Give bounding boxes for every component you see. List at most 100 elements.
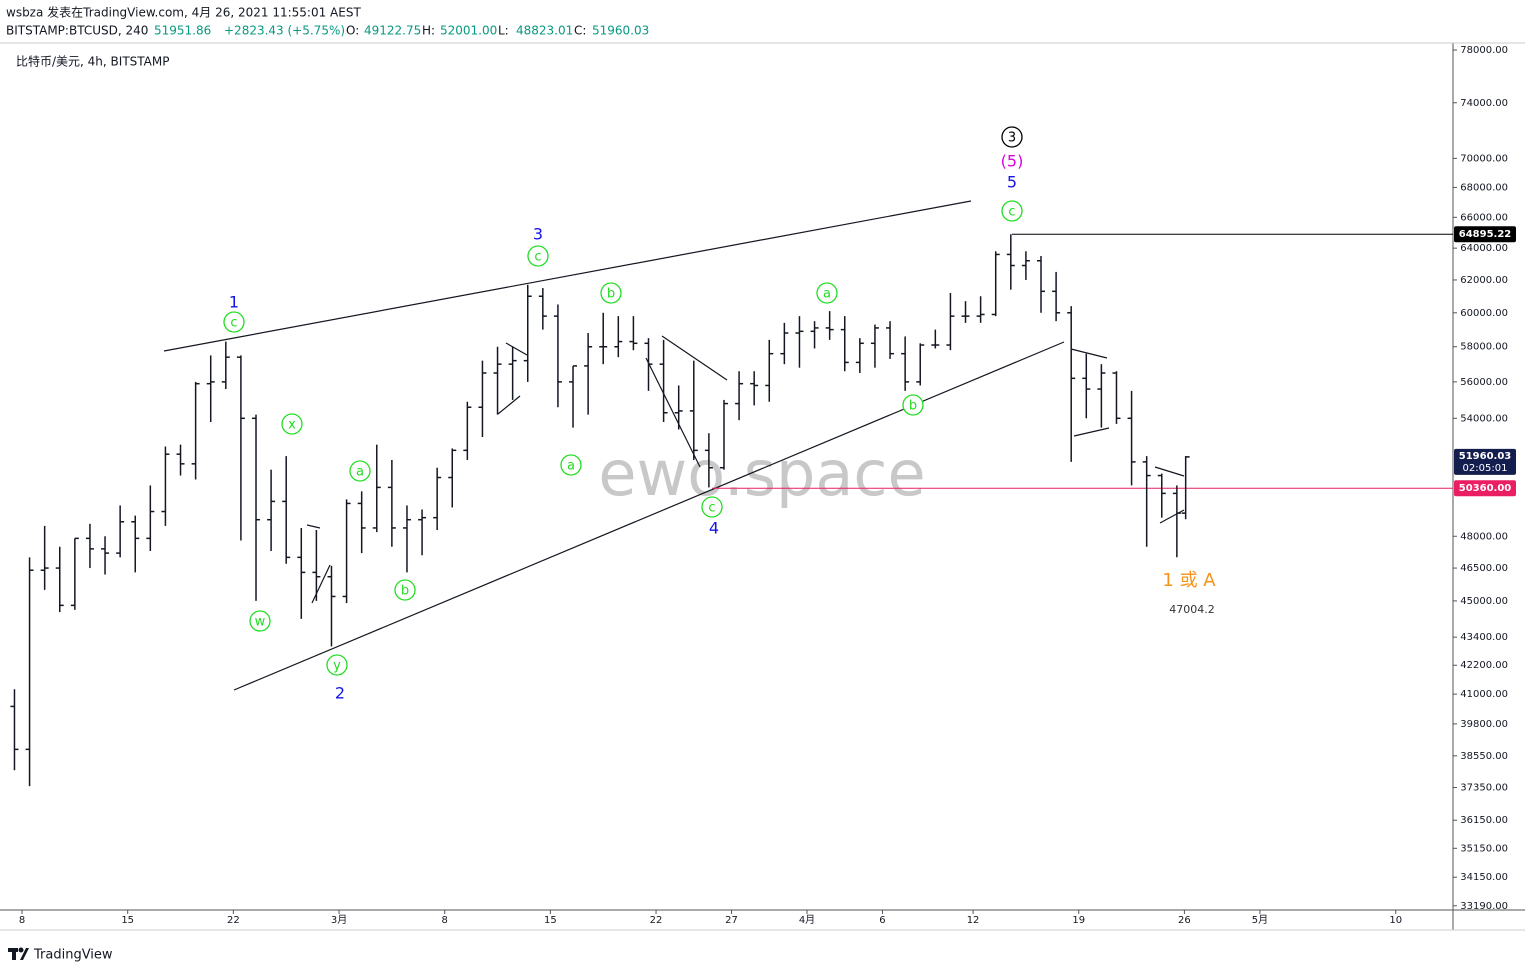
annotation: 2 — [335, 684, 345, 703]
annotation-circle — [281, 413, 303, 435]
y-tick-label: 45000.00 — [1460, 596, 1508, 607]
quote-label: H: — [422, 24, 435, 38]
y-tick-label: 64000.00 — [1460, 243, 1508, 254]
quote-label: C: — [574, 24, 586, 38]
annotation-circle — [701, 496, 723, 518]
annotation: 3 — [533, 225, 543, 244]
quote-value: 51960.03 — [592, 24, 649, 38]
y-tick-label: 46500.00 — [1460, 563, 1508, 574]
trend-line — [1154, 466, 1185, 477]
y-tick-label: 48000.00 — [1460, 531, 1508, 542]
price: 51951.86 — [154, 24, 211, 38]
y-tick-label: 74000.00 — [1460, 98, 1508, 109]
x-tick-label: 22 — [650, 915, 663, 926]
trend-line — [1159, 509, 1185, 524]
y-tick-label: 42200.00 — [1460, 660, 1508, 671]
y-tick-label: 66000.00 — [1460, 212, 1508, 223]
y-tick-label: 37350.00 — [1460, 783, 1508, 794]
y-tick-label: 41000.00 — [1460, 689, 1508, 700]
quote-value: 52001.00 — [440, 24, 497, 38]
y-tick-label: 39800.00 — [1460, 719, 1508, 730]
header-line1: wsbza 发表在TradingView.com, 4月 26, 2021 11… — [6, 5, 361, 20]
y-tick-label: 78000.00 — [1460, 45, 1508, 56]
y-tick-label: 38550.00 — [1460, 751, 1508, 762]
annotation-circle — [326, 654, 348, 676]
symbol: BITSTAMP:BTCUSD, 240 — [6, 24, 148, 38]
annotation: a — [823, 287, 831, 302]
y-tick-label: 35150.00 — [1460, 843, 1508, 854]
countdown: 02:05:01 — [1463, 463, 1508, 474]
annotation-circle — [600, 282, 622, 304]
annotation: x — [288, 418, 296, 433]
annotation-circle — [249, 610, 271, 632]
x-tick-label: 27 — [725, 915, 738, 926]
annotation-circle — [1001, 126, 1023, 148]
annotation: 4 — [709, 519, 719, 538]
quote-label: O: — [346, 24, 359, 38]
annotation-circle — [527, 245, 549, 267]
y-tick-label: 68000.00 — [1460, 182, 1508, 193]
x-tick-label: 6 — [879, 915, 885, 926]
annotation: 3 — [1008, 131, 1016, 146]
last-price-box — [1454, 448, 1516, 475]
trend-line — [505, 342, 528, 356]
logo-part — [20, 948, 29, 960]
annotation: c — [708, 501, 715, 516]
change: +2823.43 (+5.75%) — [224, 24, 345, 38]
annotation-circle — [902, 394, 924, 416]
legend-title: 比特币/美元, 4h, BITSTAMP — [16, 54, 169, 69]
y-tick-label: 36150.00 — [1460, 815, 1508, 826]
y-tick-label: 33190.00 — [1460, 901, 1508, 912]
trend-lines — [163, 200, 1185, 691]
x-tick-label: 15 — [121, 915, 134, 926]
trend-line — [497, 395, 521, 415]
annotation-circle — [1001, 200, 1023, 222]
price-label-box — [1454, 226, 1516, 243]
y-tick-label: 58000.00 — [1460, 342, 1508, 353]
annotation: a — [567, 459, 575, 474]
trend-line — [661, 335, 728, 381]
x-tick-label: 22 — [227, 915, 240, 926]
annotation: c — [534, 250, 541, 265]
annotation: b — [909, 399, 917, 414]
trend-line — [233, 341, 1065, 691]
x-tick-label: 8 — [19, 915, 25, 926]
trend-line — [1070, 348, 1108, 359]
annotation: c — [230, 316, 237, 331]
watermark: ewo.space — [598, 437, 925, 510]
x-tick-label: 26 — [1178, 915, 1191, 926]
price-label: 64895.22 — [1459, 229, 1512, 240]
trend-line — [163, 200, 972, 352]
y-tick-label: 54000.00 — [1460, 413, 1508, 424]
price-label: 50360.00 — [1459, 483, 1512, 494]
x-tick-label: 19 — [1072, 915, 1085, 926]
annotation: 47004.2 — [1169, 603, 1215, 616]
quote-label: L: — [498, 24, 509, 38]
x-tick-label: 8 — [442, 915, 448, 926]
logo-part — [18, 947, 24, 953]
y-tick-label: 70000.00 — [1460, 153, 1508, 164]
annotation-circle — [349, 460, 371, 482]
x-tick-label: 3月 — [331, 914, 347, 926]
annotation-circle — [816, 282, 838, 304]
annotation: a — [356, 465, 364, 480]
annotation: w — [255, 615, 266, 630]
annotation-circle — [394, 579, 416, 601]
annotation: 1 或 A — [1162, 570, 1216, 591]
trend-line — [306, 524, 321, 529]
annotation: 5 — [1007, 173, 1017, 192]
price-label-box — [1454, 480, 1516, 497]
annotation-circle — [223, 311, 245, 333]
trend-line — [1073, 427, 1110, 437]
footer-brand: TradingView — [33, 948, 113, 963]
y-tick-label: 56000.00 — [1460, 377, 1508, 388]
x-tick-label: 5月 — [1252, 914, 1268, 926]
annotation: y — [333, 659, 341, 674]
x-tick-label: 15 — [544, 915, 557, 926]
y-tick-label: 34150.00 — [1460, 872, 1508, 883]
y-tick-label: 60000.00 — [1460, 308, 1508, 319]
x-tick-label: 12 — [967, 915, 980, 926]
